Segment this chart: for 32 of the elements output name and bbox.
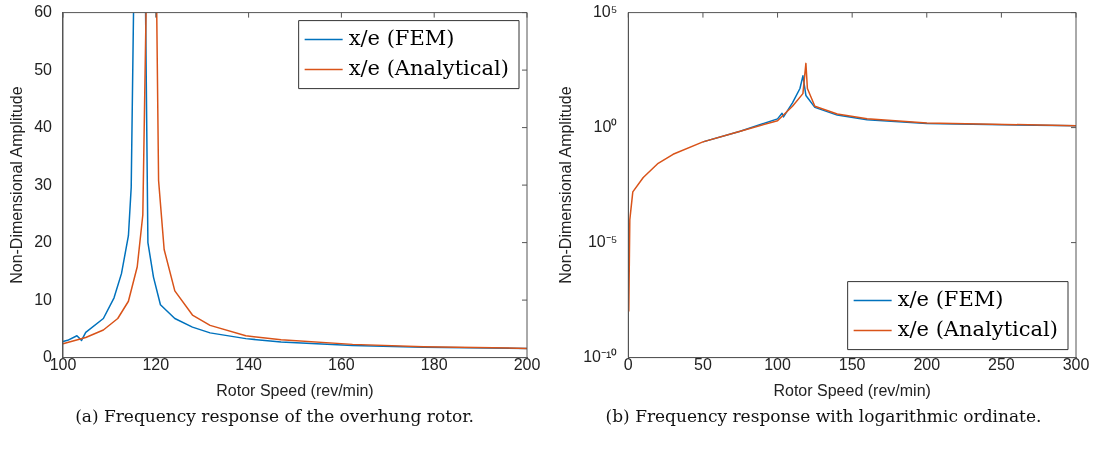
x-tick-label: 120	[142, 355, 170, 373]
y-tick-label: 10⁻¹⁰	[583, 348, 618, 366]
y-axis-title: Non-Dimensional Amplitude	[557, 86, 575, 284]
y-tick-label: 10⁰	[593, 118, 618, 136]
x-tick-label: 300	[1062, 355, 1090, 373]
text: (a) Frequency response of the overhung rotor.	[74, 405, 475, 427]
y-tick-label: 20	[34, 233, 53, 251]
x-tick-label: 140	[235, 355, 263, 373]
x-tick-label: 200	[913, 355, 941, 373]
y-tick-label: 30	[34, 175, 53, 193]
text: (b) Frequency response with logarithmic ordinate.	[604, 405, 1043, 427]
y-tick-label: 40	[34, 118, 53, 136]
x-axis-title: Rotor Speed (rev/min)	[773, 381, 931, 399]
legend-label: x/e (Analytical)	[897, 317, 1059, 342]
x-tick-label: 0	[623, 355, 633, 373]
y-tick-label: 50	[34, 60, 53, 78]
y-tick-label: 10⁵	[592, 3, 618, 21]
x-axis-title: Rotor Speed (rev/min)	[216, 381, 374, 399]
x-tick-label: 180	[420, 355, 448, 373]
y-tick-label: 10⁻⁵	[587, 233, 618, 251]
y-tick-label: 60	[34, 3, 53, 21]
legend-label: x/e (FEM)	[348, 26, 455, 51]
x-tick-label: 160	[328, 355, 355, 373]
legend-label: x/e (Analytical)	[348, 56, 510, 81]
legend-label: x/e (FEM)	[897, 287, 1004, 312]
y-tick-label: 10	[34, 290, 53, 308]
x-tick-label: 50	[694, 355, 712, 373]
x-tick-label: 250	[988, 355, 1015, 373]
y-axis-title: Non-Dimensional Amplitude	[8, 86, 26, 284]
x-tick-label: 200	[513, 355, 541, 373]
x-tick-label: 150	[838, 355, 866, 373]
x-tick-label: 100	[764, 355, 791, 373]
